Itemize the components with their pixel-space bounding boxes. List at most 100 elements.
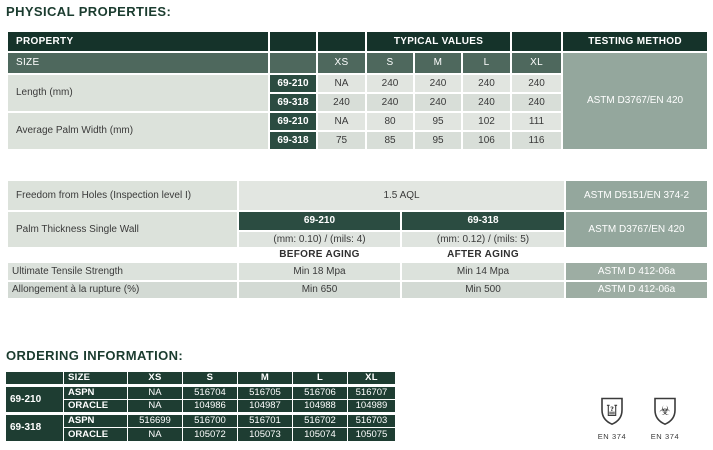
sku-cell: 105074 [292, 427, 348, 442]
property-name-cell: Allongement à la rupture (%) [6, 280, 239, 300]
sku-cell: 516707 [347, 385, 396, 400]
sku-cell: 104987 [237, 399, 293, 414]
property-name-cell: Ultimate Tensile Strength [6, 261, 239, 282]
value-cell: 106 [460, 130, 513, 151]
sku-cell: 104986 [182, 399, 238, 414]
value-cell: 240 [413, 73, 463, 94]
sku-cell: 516704 [182, 385, 238, 400]
sku-cell: 105072 [182, 427, 238, 442]
value-cell: (mm: 0.10) / (mils: 4) [237, 230, 402, 249]
sku-cell: 516701 [237, 412, 293, 428]
sku-cell: 516699 [127, 412, 183, 428]
freedom-from-holes-row: Freedom from Holes (Inspection level I) … [6, 179, 710, 212]
after-aging-header: AFTER AGING [399, 247, 567, 263]
value-cell: 102 [460, 111, 513, 132]
svg-text:?: ? [610, 405, 614, 413]
property-header-cell: PROPERTY [6, 30, 270, 53]
property-name-cell: Length (mm) [6, 73, 270, 113]
value-cell: 240 [365, 73, 415, 94]
model-code-cell: 69-318 [5, 412, 64, 442]
value-cell: Min 18 Mpa [237, 261, 402, 282]
palm-thickness-values-row: (mm: 0.10) / (mils: 4) (mm: 0.12) / (mil… [7, 230, 708, 249]
value-cell: 240 [365, 92, 415, 113]
ordering-information-title: ORDERING INFORMATION: [6, 348, 184, 363]
sku-cell: 104988 [292, 399, 348, 414]
value-cell: Min 500 [399, 280, 567, 300]
sku-cell: NA [127, 427, 183, 442]
size-header-cell: XL [347, 371, 396, 387]
empty-header-cell [510, 30, 564, 53]
size-header-cell: S [182, 371, 238, 387]
palm-thickness-row: Palm Thickness Single Wall 69-210 69-318… [6, 210, 710, 249]
ordering-table: SIZE XS S M L XL 69-210 ASPN NA 516704 5… [5, 371, 396, 442]
size-label-cell: SIZE [63, 371, 128, 387]
model-code-cell: 69-210 [268, 111, 318, 132]
table-row: 69-318 240 240 240 240 240 [7, 92, 708, 113]
model-code-cell: 69-318 [268, 130, 318, 151]
value-cell: 240 [510, 92, 564, 113]
size-header-cell: XS [127, 371, 183, 387]
testing-method-header-cell: TESTING METHOD [561, 30, 710, 53]
brand-cell: ORACLE [63, 427, 128, 442]
brand-cell: ORACLE [63, 399, 128, 414]
model-code-cell: 69-318 [268, 92, 318, 113]
en374-chemical-shield-icon: ? [600, 397, 624, 430]
sku-cell: 104989 [347, 399, 396, 414]
empty-size-cell [268, 51, 318, 75]
value-cell: 240 [413, 92, 463, 113]
value-cell: 111 [510, 111, 564, 132]
size-header-cell: M [237, 371, 293, 387]
tensile-strength-row: Ultimate Tensile Strength Min 18 Mpa Min… [6, 261, 710, 282]
table-row: ORACLE NA 104986 104987 104988 104989 [6, 399, 396, 414]
table-header-row: PROPERTY TYPICAL VALUES TESTING METHOD [6, 30, 710, 53]
table-row: Length (mm) 69-210 NA 240 240 240 240 [6, 73, 708, 113]
empty-cell [564, 247, 710, 263]
property-name-cell: Average Palm Width (mm) [6, 111, 270, 151]
value-cell: 240 [510, 73, 564, 94]
before-aging-header: BEFORE AGING [237, 247, 402, 263]
property-name-cell: Palm Thickness Single Wall [6, 210, 239, 249]
sku-cell: 516700 [182, 412, 238, 428]
size-label-cell: SIZE [6, 51, 270, 75]
value-cell: 95 [413, 111, 463, 132]
value-cell: 240 [460, 92, 513, 113]
value-cell: 95 [413, 130, 463, 151]
physical-properties-table: PROPERTY TYPICAL VALUES TESTING METHOD S… [6, 30, 710, 151]
sku-cell: NA [127, 399, 183, 414]
model-code-cell: 69-318 [399, 210, 567, 232]
model-code-cell: 69-210 [5, 385, 64, 414]
en374-biohazard-shield-icon: ☣ [653, 397, 677, 430]
size-header-cell: S [365, 51, 415, 75]
value-cell: NA [316, 73, 367, 94]
details-table: Freedom from Holes (Inspection level I) … [6, 179, 710, 300]
model-code-cell: 69-210 [237, 210, 402, 232]
certification-chemical: ? EN 374 [589, 397, 635, 441]
testing-method-cell: ASTM D 412-06a [564, 280, 710, 300]
table-row: 69-210 ASPN NA 516704 516705 516706 5167… [5, 385, 396, 414]
ordering-header-row: SIZE XS S M L XL [5, 371, 396, 387]
value-cell: Min 650 [237, 280, 402, 300]
empty-header-cell [316, 30, 367, 53]
typical-values-header-cell: TYPICAL VALUES [364, 30, 513, 53]
certification-label: EN 374 [650, 432, 680, 441]
testing-method-cell: ASTM D3767/EN 420 [561, 51, 710, 151]
sku-cell: 105073 [237, 427, 293, 442]
sku-cell: 516706 [292, 385, 348, 400]
certification-biohazard: ☣ EN 374 [642, 397, 688, 441]
value-cell: 75 [316, 130, 367, 151]
value-cell: Min 14 Mpa [399, 261, 567, 282]
brand-cell: ASPN [63, 385, 128, 400]
physical-properties-title: PHYSICAL PROPERTIES: [6, 4, 172, 19]
testing-method-cell: ASTM D5151/EN 374-2 [564, 179, 710, 212]
testing-method-cell: ASTM D 412-06a [564, 261, 710, 282]
sku-cell: 105075 [347, 427, 396, 442]
value-cell: 80 [365, 111, 415, 132]
table-row: ORACLE NA 105072 105073 105074 105075 [6, 427, 396, 442]
value-cell: 240 [460, 73, 513, 94]
empty-cell [5, 371, 64, 387]
size-header-cell: L [460, 51, 513, 75]
value-cell: 85 [365, 130, 415, 151]
certification-label: EN 374 [597, 432, 627, 441]
size-header-cell: XS [316, 51, 367, 75]
sku-cell: 516703 [347, 412, 396, 428]
